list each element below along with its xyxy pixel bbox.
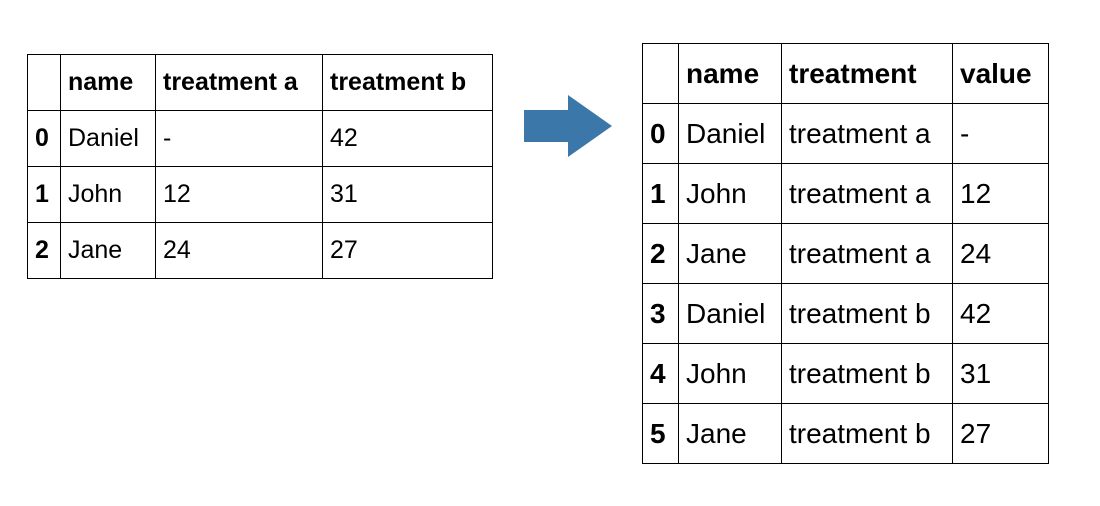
row-index: 1 [27, 166, 61, 223]
row-index: 0 [27, 110, 61, 167]
table-row: 3 Daniel treatment b 42 [642, 283, 1049, 344]
name-header: name [678, 43, 782, 104]
treatment-b-cell: 31 [322, 166, 493, 223]
table-row: 2 Jane treatment a 24 [642, 223, 1049, 284]
row-index: 2 [27, 222, 61, 279]
value-cell: 27 [952, 403, 1049, 464]
treatment-b-cell: 27 [322, 222, 493, 279]
table-row: 2 Jane 24 27 [27, 222, 493, 279]
row-index: 5 [642, 403, 679, 464]
name-cell: John [678, 343, 782, 404]
name-cell: Jane [678, 223, 782, 284]
table-row: 1 John treatment a 12 [642, 163, 1049, 224]
treatment-a-cell: 24 [155, 222, 323, 279]
value-cell: 42 [952, 283, 1049, 344]
index-header [642, 43, 679, 104]
treatment-a-cell: - [155, 110, 323, 167]
value-cell: 24 [952, 223, 1049, 284]
name-cell: Daniel [678, 283, 782, 344]
row-index: 3 [642, 283, 679, 344]
table-row: 1 John 12 31 [27, 166, 493, 223]
index-header [27, 54, 61, 111]
treatment-b-header: treatment b [322, 54, 493, 111]
value-cell: 12 [952, 163, 1049, 224]
name-cell: Daniel [678, 103, 782, 164]
treatment-cell: treatment a [781, 163, 953, 224]
row-index: 4 [642, 343, 679, 404]
table-row: 0 Daniel - 42 [27, 110, 493, 167]
table-header-row: name treatment value [642, 43, 1049, 104]
table-row: 4 John treatment b 31 [642, 343, 1049, 404]
treatment-cell: treatment b [781, 403, 953, 464]
treatment-cell: treatment a [781, 223, 953, 284]
name-cell: Daniel [60, 110, 156, 167]
value-cell: - [952, 103, 1049, 164]
name-header: name [60, 54, 156, 111]
arrow-shape [524, 95, 612, 157]
treatment-a-cell: 12 [155, 166, 323, 223]
table-row: 0 Daniel treatment a - [642, 103, 1049, 164]
row-index: 1 [642, 163, 679, 224]
name-cell: John [678, 163, 782, 224]
table-header-row: name treatment a treatment b [27, 54, 493, 111]
row-index: 0 [642, 103, 679, 164]
wide-format-table: name treatment a treatment b 0 Daniel - … [27, 54, 493, 279]
treatment-header: treatment [781, 43, 953, 104]
row-index: 2 [642, 223, 679, 284]
value-header: value [952, 43, 1049, 104]
name-cell: Jane [60, 222, 156, 279]
treatment-b-cell: 42 [322, 110, 493, 167]
table-row: 5 Jane treatment b 27 [642, 403, 1049, 464]
name-cell: Jane [678, 403, 782, 464]
name-cell: John [60, 166, 156, 223]
treatment-cell: treatment b [781, 283, 953, 344]
treatment-cell: treatment b [781, 343, 953, 404]
value-cell: 31 [952, 343, 1049, 404]
treatment-cell: treatment a [781, 103, 953, 164]
long-format-table: name treatment value 0 Daniel treatment … [642, 43, 1049, 464]
right-arrow-icon [524, 95, 612, 157]
treatment-a-header: treatment a [155, 54, 323, 111]
